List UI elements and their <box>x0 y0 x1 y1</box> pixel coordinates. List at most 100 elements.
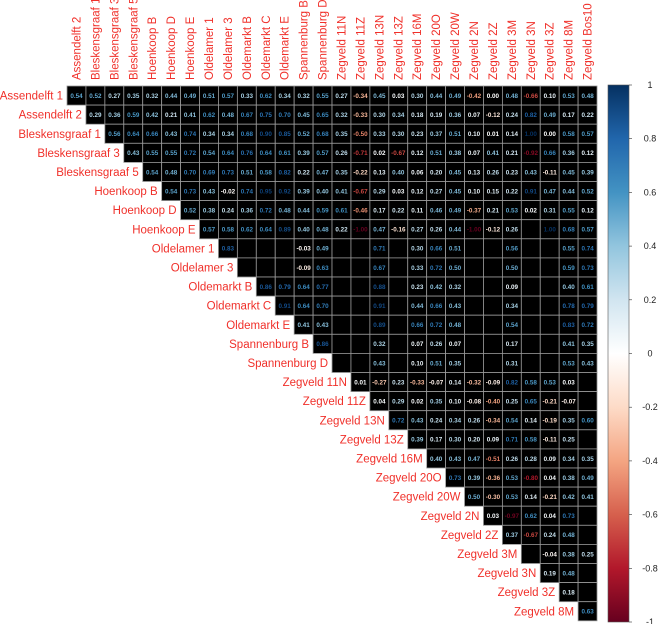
cell-value-label: 0.62 <box>260 93 273 100</box>
row-label: Oldelamer 1 <box>152 243 215 255</box>
matrix-cell <box>464 276 484 297</box>
matrix-cell <box>388 314 409 335</box>
cell-value-label: 0.49 <box>449 207 462 214</box>
column-label: Zegveld 16M <box>412 14 424 80</box>
cell-value-label: 0.30 <box>449 437 462 444</box>
column-label: Oldemarkt C <box>261 15 273 80</box>
matrix-cell <box>331 352 352 373</box>
cell-value-label: 0.26 <box>430 341 443 348</box>
cell-value-label: 0.66 <box>146 131 159 138</box>
matrix-cell <box>483 276 503 297</box>
matrix-cell <box>331 314 352 335</box>
cell-value-label: -0.21 <box>543 494 558 501</box>
cell-value-label: 0.54 <box>165 188 178 195</box>
cell-value-label: 0.49 <box>316 246 329 253</box>
cell-value-label: 0.54 <box>70 93 83 100</box>
cell-value-label: -0.03 <box>296 246 311 253</box>
row-label: Oldemarkt B <box>188 282 252 294</box>
cell-value-label: 0.59 <box>316 207 329 214</box>
cell-value-label: 0.60 <box>581 418 594 425</box>
matrix-cell <box>464 352 484 373</box>
cell-value-label: 0.30 <box>373 112 386 119</box>
cell-value-label: 0.04 <box>544 513 557 520</box>
matrix-cell <box>350 333 371 354</box>
cell-value-label: 0.91 <box>373 303 386 310</box>
cell-value-label: 0.56 <box>506 246 519 253</box>
cell-value-label: 0.83 <box>222 246 235 253</box>
cell-value-label: 0.62 <box>241 227 254 234</box>
cell-value-label: -0.11 <box>543 437 558 444</box>
cell-value-label: -0.07 <box>429 379 444 386</box>
cell-value-label: -0.34 <box>353 93 368 100</box>
cell-value-label: 0.74 <box>241 188 254 195</box>
matrix-cell <box>520 544 541 564</box>
matrix-cell <box>388 238 409 259</box>
cell-value-label: 0.22 <box>297 169 310 176</box>
colorbar-legend: 1 0.8 0.6 0.4 0.2 0 -0.2 -0.4 -0.6 -0.8 -1 <box>607 80 658 624</box>
colorbar-tick-label: -0.4 <box>642 456 658 466</box>
cell-value-label: 0.69 <box>203 169 216 176</box>
cell-value-label: 0.02 <box>525 207 538 214</box>
column-label: Bleskensgraaf 1 <box>90 0 102 80</box>
cell-value-label: 0.11 <box>411 207 423 214</box>
cell-value-label: 0.28 <box>525 456 538 463</box>
cell-value-label: 0.23 <box>392 379 405 386</box>
row-label: Oldemarkt C <box>207 301 272 313</box>
cell-value-label: 0.88 <box>373 284 386 291</box>
cell-value-label: 0.35 <box>449 360 462 367</box>
cell-value-label: 0.18 <box>411 112 424 119</box>
cell-value-label: 0.55 <box>165 150 178 157</box>
matrix-cell <box>483 295 503 316</box>
cell-value-label: -0.16 <box>391 227 406 234</box>
row-label: Zegveld 2N <box>421 511 480 523</box>
row-label: Zegveld 13Z <box>340 434 404 446</box>
cell-value-label: 0.76 <box>241 150 254 157</box>
cell-value-label: 0.82 <box>279 169 292 176</box>
cell-value-label: -0.33 <box>353 112 368 119</box>
cell-value-label: 0.71 <box>506 437 519 444</box>
cell-value-label: 0.71 <box>373 246 386 253</box>
cell-value-label: -0.67 <box>353 188 368 195</box>
cell-value-label: 0.49 <box>449 93 462 100</box>
cell-value-label: 0.10 <box>468 188 481 195</box>
cell-value-label: -0.71 <box>353 150 368 157</box>
cell-value-label: 0.22 <box>392 207 405 214</box>
colorbar-tick-label: -1 <box>646 617 654 624</box>
cell-value-label: 0.34 <box>279 93 292 100</box>
cell-value-label: -0.04 <box>543 551 558 558</box>
matrix-cell <box>236 238 257 259</box>
row-label: Hoenkoop B <box>94 186 158 198</box>
matrix-cell <box>539 352 560 373</box>
cell-value-label: 0.27 <box>430 188 443 195</box>
matrix-cell <box>388 257 409 278</box>
cell-value-label: 0.53 <box>563 93 576 100</box>
cell-value-label: 0.91 <box>525 188 538 195</box>
cell-value-label: 0.14 <box>525 418 538 425</box>
row-label: Zegveld 3Z <box>498 587 556 599</box>
cell-value-label: 0.43 <box>525 169 538 176</box>
column-label: Zegveld 11Z <box>355 17 367 80</box>
matrix-cell <box>539 314 560 335</box>
column-label: Oldelamer 3 <box>223 17 235 80</box>
cell-value-label: 0.38 <box>203 207 216 214</box>
row-label: Zegveld 3N <box>477 568 536 580</box>
cell-value-label: 0.04 <box>544 475 557 482</box>
cell-value-label: 0.26 <box>430 227 443 234</box>
cell-value-label: -0.97 <box>505 513 520 520</box>
cell-value-label: 0.74 <box>184 131 197 138</box>
cell-value-label: 0.03 <box>487 513 500 520</box>
cell-value-label: 0.34 <box>392 112 405 119</box>
cell-value-label: 0.35 <box>127 93 140 100</box>
row-label: Hoenkoop D <box>113 205 177 217</box>
matrix-cell <box>388 333 409 354</box>
cell-value-label: 0.51 <box>449 131 462 138</box>
colorbar-tick-label: 1 <box>647 80 652 90</box>
cell-value-label: 0.50 <box>506 265 519 272</box>
row-label: Bleskensgraaf 5 <box>56 167 138 179</box>
cell-value-label: 0.58 <box>222 227 235 234</box>
matrix-cell <box>577 372 598 393</box>
cell-value-label: 0.12 <box>581 150 594 157</box>
cell-value-label: 0.57 <box>222 93 235 100</box>
cell-value-label: 0.25 <box>563 437 576 444</box>
cell-value-label: -0.40 <box>486 398 501 405</box>
